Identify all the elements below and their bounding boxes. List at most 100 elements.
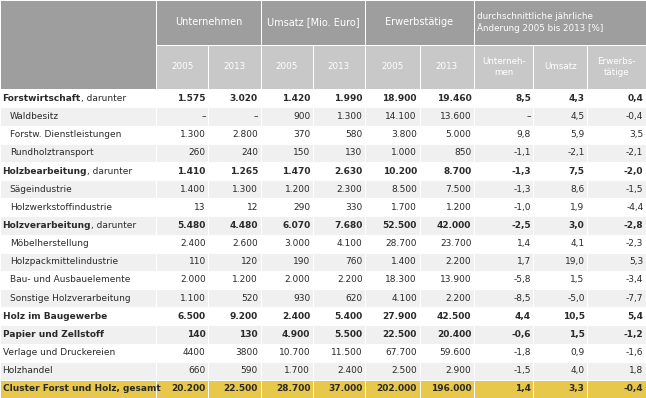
Text: 67.700: 67.700 [385, 348, 417, 357]
Bar [534, 307, 587, 325]
Text: Cluster Forst und Holz, gesamt: Cluster Forst und Holz, gesamt [3, 384, 160, 393]
Text: 1,4: 1,4 [517, 239, 531, 248]
Text: 10.200: 10.200 [382, 166, 417, 176]
Text: Rundholztransport: Rundholztransport [10, 148, 93, 157]
Text: -2,1: -2,1 [567, 148, 585, 157]
Text: 2.400: 2.400 [180, 239, 205, 248]
Text: 19,0: 19,0 [565, 257, 585, 266]
Text: 196.000: 196.000 [431, 384, 472, 393]
Text: 2.200: 2.200 [446, 257, 472, 266]
Text: 370: 370 [293, 130, 310, 139]
Bar [208, 107, 260, 126]
Text: 22.500: 22.500 [224, 384, 258, 393]
Bar [474, 343, 534, 362]
Text: 28.700: 28.700 [276, 384, 310, 393]
Text: 1.200: 1.200 [284, 185, 310, 194]
Text: 1.200: 1.200 [233, 275, 258, 285]
Bar [208, 180, 260, 198]
Bar [587, 144, 646, 162]
Bar [0, 198, 156, 217]
Text: Sägeindustrie: Sägeindustrie [10, 185, 72, 194]
Bar [313, 307, 365, 325]
Bar [365, 380, 419, 398]
Text: Möbelherstellung: Möbelherstellung [10, 239, 89, 248]
Bar [365, 107, 419, 126]
Bar [156, 144, 208, 162]
Bar [474, 89, 534, 107]
Bar [587, 289, 646, 307]
Text: -0,4: -0,4 [624, 384, 643, 393]
Bar [156, 89, 208, 107]
Text: 23.700: 23.700 [440, 239, 472, 248]
Bar [474, 0, 646, 45]
Text: 1.300: 1.300 [180, 130, 205, 139]
Text: 3.000: 3.000 [284, 239, 310, 248]
Text: durchschnittliche jährliche
Änderung 2005 bis 2013 [%]: durchschnittliche jährliche Änderung 200… [477, 12, 603, 33]
Bar [0, 325, 156, 343]
Text: 4,1: 4,1 [570, 239, 585, 248]
Bar [260, 217, 313, 234]
Bar [208, 217, 260, 234]
Bar [260, 144, 313, 162]
Text: Holzpackmittelindustrie: Holzpackmittelindustrie [10, 257, 118, 266]
Text: 1.400: 1.400 [180, 185, 205, 194]
Text: 37.000: 37.000 [328, 384, 362, 393]
Bar [208, 362, 260, 380]
Text: 4.100: 4.100 [337, 239, 362, 248]
Bar [534, 198, 587, 217]
Bar [208, 307, 260, 325]
Text: 2.500: 2.500 [391, 366, 417, 375]
Text: 10,5: 10,5 [563, 312, 585, 321]
Bar [0, 144, 156, 162]
Bar [474, 126, 534, 144]
Bar [587, 307, 646, 325]
Bar [156, 162, 208, 180]
Text: Holzverarbeitung: Holzverarbeitung [3, 221, 91, 230]
Bar [534, 343, 587, 362]
Bar [419, 380, 474, 398]
Text: 140: 140 [187, 330, 205, 339]
Bar [534, 380, 587, 398]
Bar [260, 362, 313, 380]
Text: Erwerbs-
tätige: Erwerbs- tätige [598, 57, 636, 77]
Bar [260, 162, 313, 180]
Bar [365, 289, 419, 307]
Bar [0, 234, 156, 253]
Text: -2,0: -2,0 [624, 166, 643, 176]
Bar [208, 198, 260, 217]
Text: 6.070: 6.070 [282, 221, 310, 230]
Bar [313, 45, 365, 89]
Text: 1.000: 1.000 [391, 148, 417, 157]
Text: -1,8: -1,8 [514, 348, 531, 357]
Bar [587, 380, 646, 398]
Bar [156, 380, 208, 398]
Text: -4,4: -4,4 [626, 203, 643, 212]
Bar [260, 253, 313, 271]
Bar [313, 162, 365, 180]
Bar [534, 144, 587, 162]
Bar [260, 0, 365, 45]
Text: -1,0: -1,0 [514, 203, 531, 212]
Text: Erwerbstätige: Erwerbstätige [386, 18, 453, 27]
Text: 620: 620 [346, 294, 362, 302]
Text: 14.100: 14.100 [386, 112, 417, 121]
Bar [365, 234, 419, 253]
Bar [474, 217, 534, 234]
Bar [0, 271, 156, 289]
Text: 1,9: 1,9 [570, 203, 585, 212]
Bar [0, 126, 156, 144]
Text: 2.400: 2.400 [282, 312, 310, 321]
Bar [365, 307, 419, 325]
Bar [474, 234, 534, 253]
Text: -1,5: -1,5 [626, 185, 643, 194]
Text: 18.300: 18.300 [385, 275, 417, 285]
Text: 7.500: 7.500 [446, 185, 472, 194]
Text: 5,9: 5,9 [570, 130, 585, 139]
Text: 1,5: 1,5 [570, 275, 585, 285]
Bar [208, 325, 260, 343]
Text: -1,1: -1,1 [514, 148, 531, 157]
Bar [587, 107, 646, 126]
Bar [419, 89, 474, 107]
Text: 2.400: 2.400 [337, 366, 362, 375]
Text: 3,3: 3,3 [568, 384, 585, 393]
